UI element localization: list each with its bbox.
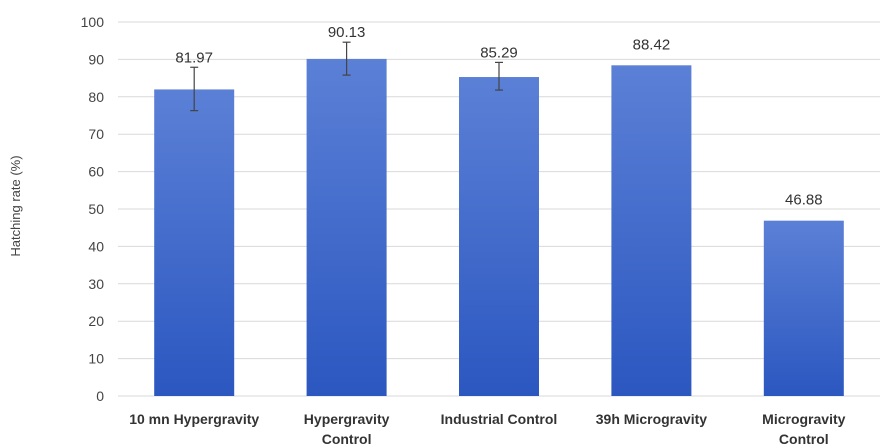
y-tick-label: 30 — [88, 276, 104, 292]
x-tick-label: Hypergravity Control — [304, 411, 390, 447]
data-labels: 81.97 90.13 85.29 88.42 46.88 — [175, 24, 822, 208]
y-tick-label: 20 — [88, 313, 104, 329]
x-tick-label: Industrial Control — [441, 411, 558, 427]
x-tick-label: 39h Microgravity — [596, 411, 707, 427]
y-tick-label: 80 — [88, 89, 104, 105]
x-axis-labels: 10 mn Hypergravity Hypergravity Control Ind… — [129, 411, 845, 447]
y-axis-title: Hatching rate (%) — [8, 155, 23, 256]
x-tick-label: Microgravity Control — [762, 411, 845, 447]
data-label: 85.29 — [480, 44, 518, 61]
y-tick-label: 0 — [96, 388, 104, 404]
y-axis-ticks: 0 10 20 30 40 50 60 70 80 90 100 — [81, 14, 105, 404]
y-tick-label: 10 — [88, 351, 104, 367]
error-bar — [495, 61, 503, 91]
data-label: 46.88 — [785, 192, 823, 209]
data-label: 81.97 — [175, 49, 213, 66]
y-tick-label: 100 — [81, 14, 105, 30]
x-tick-label: 10 mn Hypergravity — [129, 411, 259, 427]
error-bar — [190, 66, 199, 112]
y-tick-label: 70 — [88, 126, 104, 142]
y-tick-label: 60 — [88, 164, 104, 180]
error-bar — [342, 41, 351, 76]
bar — [154, 89, 235, 397]
bar — [459, 77, 539, 397]
error-bars — [190, 41, 503, 112]
y-tick-label: 90 — [88, 51, 104, 67]
bars — [154, 58, 844, 397]
bar — [611, 65, 692, 396]
bar — [306, 58, 387, 397]
data-label: 90.13 — [328, 24, 366, 41]
y-tick-label: 50 — [88, 201, 104, 217]
y-tick-label: 40 — [88, 238, 104, 254]
bar — [763, 220, 844, 396]
data-label: 88.42 — [633, 36, 671, 53]
